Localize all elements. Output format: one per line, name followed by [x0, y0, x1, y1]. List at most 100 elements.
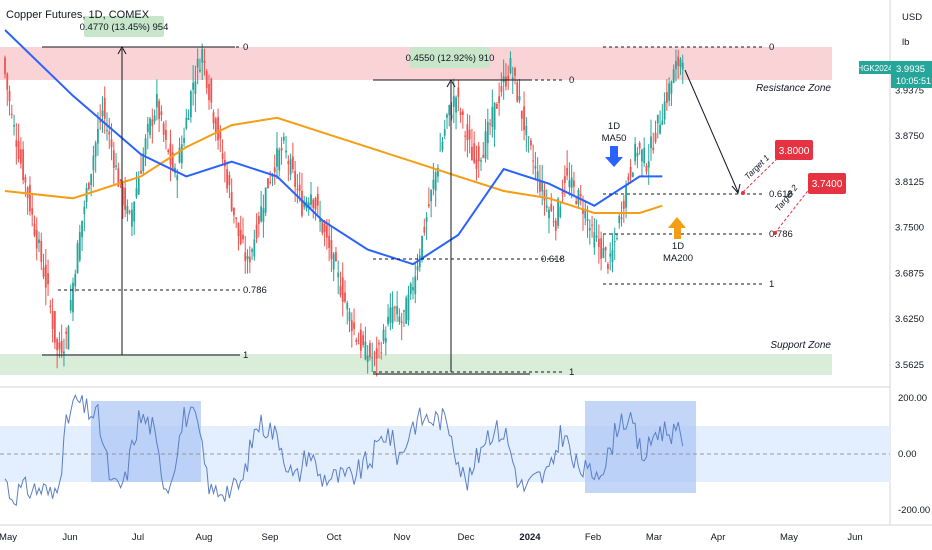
measure-badge-left — [84, 16, 164, 37]
candle-body — [597, 238, 600, 247]
fib-left-0786-label: 0.786 — [243, 285, 267, 296]
candle-body — [609, 253, 612, 257]
candle-body — [294, 171, 297, 188]
candle-body — [115, 165, 117, 167]
candle-body — [162, 123, 165, 135]
candle-body — [529, 140, 532, 146]
candle-body — [78, 232, 81, 261]
candle-body — [85, 188, 88, 203]
candle-body — [69, 300, 72, 311]
symbol-title[interactable]: Copper Futures, 1D, COMEX — [6, 9, 150, 21]
currency-label[interactable]: USD — [902, 12, 922, 23]
candle-body — [38, 239, 40, 244]
candle-body — [663, 101, 666, 120]
candle-body — [287, 160, 290, 165]
price-tick-6: 3.5625 — [895, 360, 924, 371]
candle-body — [645, 165, 648, 172]
candle-body — [273, 167, 276, 173]
candle-body — [498, 96, 501, 104]
candle-body — [121, 186, 124, 206]
candle-body — [103, 97, 106, 119]
candle-body — [205, 71, 208, 89]
candle-body — [629, 167, 632, 177]
candle-body — [520, 110, 523, 119]
candle-body — [353, 322, 355, 329]
candle-body — [536, 171, 539, 180]
candle-body — [330, 239, 333, 260]
ma200-arrow-icon — [668, 217, 686, 239]
candle-body — [593, 232, 596, 248]
candle-body — [443, 129, 446, 136]
candle-body — [325, 225, 328, 238]
candle-body — [146, 123, 149, 132]
candle-body — [409, 283, 412, 295]
candle-body — [291, 156, 294, 170]
candle-body — [625, 185, 627, 208]
candle-body — [51, 310, 54, 330]
candle-body — [316, 194, 319, 206]
candle-body — [604, 247, 607, 251]
ma200-line — [4, 116, 663, 214]
candle-body — [636, 152, 639, 157]
candle-body — [280, 147, 283, 151]
candle-body — [448, 105, 451, 116]
candle-body — [246, 256, 249, 260]
candle-body — [131, 209, 133, 227]
candle-body — [67, 326, 70, 350]
candle-body — [40, 240, 43, 262]
candle-body — [607, 264, 609, 270]
candle-body — [185, 117, 188, 129]
candle-body — [87, 183, 90, 190]
candle-body — [509, 58, 512, 73]
candle-body — [423, 226, 426, 233]
candle-body — [19, 149, 22, 164]
candle-body — [459, 111, 462, 116]
candle-body — [362, 335, 365, 345]
candle-body — [81, 220, 83, 238]
cci-line — [4, 393, 684, 507]
target1-badge — [775, 140, 813, 160]
candle-body — [543, 190, 546, 201]
target2-dot — [773, 231, 777, 235]
candle-body — [180, 144, 183, 164]
candle-body — [335, 251, 337, 262]
candle-body — [650, 136, 652, 149]
candle-body — [242, 234, 244, 240]
candle-body — [384, 337, 387, 343]
candle-body — [486, 121, 489, 144]
candle-body — [418, 255, 421, 268]
candle-body — [341, 277, 344, 302]
candle-body — [99, 120, 102, 123]
target1-value: 3.8000 — [779, 146, 810, 157]
candle-body — [53, 311, 56, 343]
candle-body — [262, 208, 265, 222]
candle-body — [378, 342, 380, 345]
fib-projection-right: 0 1 0.618 0.786 — [603, 42, 793, 290]
candle-body — [112, 150, 115, 168]
candle-body — [90, 174, 93, 186]
candle-body — [208, 83, 210, 101]
candle-body — [63, 351, 65, 354]
candle-body — [677, 56, 680, 66]
candle-body — [74, 273, 77, 287]
candle-body — [151, 119, 154, 126]
candle-body — [33, 223, 36, 236]
candle-body — [117, 168, 120, 187]
candle-body — [561, 189, 564, 195]
ma200-label-line1: 1D — [672, 241, 684, 252]
ticker-badge — [859, 61, 891, 74]
candle-body — [276, 148, 278, 167]
candle-body — [380, 352, 383, 354]
candle-body — [584, 209, 587, 219]
candle-body — [47, 273, 49, 285]
candle-body — [257, 216, 260, 225]
candle-body — [217, 117, 219, 141]
unit-label[interactable]: lb — [902, 37, 909, 48]
candle-body — [60, 340, 63, 353]
time-axis-ticks: May Jun Jul Aug Sep Oct Nov Dec 2024 Feb Mar Apr May… — [0, 532, 863, 543]
time-tick-12: May — [780, 532, 798, 543]
price-tick-5: 3.6250 — [895, 314, 924, 325]
candle-body — [514, 68, 516, 76]
time-tick-10: Mar — [646, 532, 662, 543]
